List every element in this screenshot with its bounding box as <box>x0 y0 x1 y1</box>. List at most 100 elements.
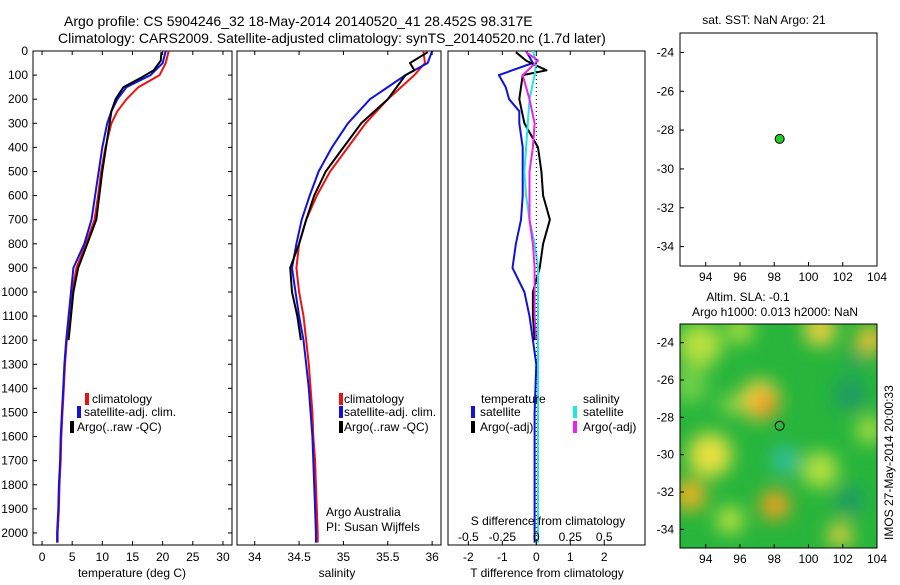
map-y-tick-label: -32 <box>657 485 675 499</box>
top-tick-label: -0.25 <box>489 530 517 544</box>
x-tick-label: 15 <box>126 550 140 564</box>
series-line-satellite-adj-clim- <box>291 50 434 543</box>
map-x-tick-label: 96 <box>733 270 747 284</box>
legend-header-temperature: temperature <box>481 392 546 406</box>
map-y-tick-label: -26 <box>657 84 675 98</box>
temperature-axes <box>32 50 233 546</box>
series-line-argo-raw-qc- <box>67 52 163 341</box>
x-tick-label: 36 <box>425 550 439 564</box>
legend-swatch-t-argo <box>471 421 475 433</box>
depth-tick-label: 500 <box>8 164 28 178</box>
depth-tick-label: 100 <box>8 68 28 82</box>
map-y-tick-label: -32 <box>657 201 675 215</box>
map-x-tick-label: 100 <box>798 270 818 284</box>
map-x-tick-label: 94 <box>699 552 713 566</box>
s-difference-label: S difference from climatology <box>471 514 626 528</box>
difference-panel: -2 -1 0 1 2 -0.5 -0.25 0 0.25 0.5 temperature sal… <box>447 50 646 580</box>
legend-label-climatology: climatology <box>92 392 152 406</box>
depth-tick-label: 1800 <box>1 478 28 492</box>
legend-swatch-s-satellite <box>573 406 577 418</box>
map-x-tick-label: 98 <box>768 552 782 566</box>
legend-swatch-s-argo <box>573 421 577 433</box>
sla-map-title-2: Argo h1000: 0.013 h2000: NaN <box>692 305 858 319</box>
series-line-s-satellite <box>523 50 539 543</box>
sla-map-panel: Altim. SLA: -0.1 Argo h1000: 0.013 h2000… <box>657 290 896 566</box>
salinity-legend: climatology satellite-adj. clim. Argo(..… <box>339 392 436 434</box>
x-tick-label: 2 <box>601 550 608 564</box>
temperature-xlabel: temperature (deg C) <box>78 566 186 580</box>
legend-swatch-climatology <box>339 393 343 405</box>
depth-tick-label: 600 <box>8 189 28 203</box>
title-line-2: Climatology: CARS2009. Satellite-adjuste… <box>58 30 606 46</box>
x-tick-label: 30 <box>216 550 230 564</box>
top-tick-label: 0.5 <box>596 530 613 544</box>
x-tick-label: 10 <box>96 550 110 564</box>
map-x-tick-label: 104 <box>867 552 887 566</box>
imos-timestamp: IMOS 27-May-2014 20:00:33 <box>882 385 896 540</box>
legend-label-climatology: climatology <box>344 392 404 406</box>
salinity-panel: 34 34.5 35 35.5 36 salinity climatology sate… <box>236 50 442 580</box>
x-tick-label: 35 <box>337 550 351 564</box>
series-line-t-satellite <box>497 50 538 543</box>
difference-legend: temperature salinity satellite Argo(-adj… <box>471 392 636 434</box>
legend-label-argo: Argo(..raw -QC) <box>344 420 429 434</box>
map-x-tick-label: 96 <box>733 552 747 566</box>
depth-tick-label: 1200 <box>1 333 28 347</box>
sst-map-panel: sat. SST: NaN Argo: 21 94 96 98 100 102 104 -2… <box>657 13 888 284</box>
argo-position-marker <box>774 133 785 144</box>
legend-label-satellite: satellite-adj. clim. <box>84 405 176 419</box>
depth-tick-label: 700 <box>8 213 28 227</box>
depth-tick-label: 1900 <box>1 502 28 516</box>
temperature-panel: 0100200300400500600700800900100011001200… <box>1 44 645 580</box>
depth-tick-label: 1400 <box>1 381 28 395</box>
legend-swatch-argo <box>339 421 343 433</box>
map-y-tick-label: -34 <box>657 240 675 254</box>
legend-header-salinity: salinity <box>583 392 620 406</box>
legend-swatch-t-satellite <box>471 406 475 418</box>
map-y-tick-label: -28 <box>657 410 675 424</box>
x-tick-label: 34.5 <box>287 550 311 564</box>
map-y-tick-label: -28 <box>657 123 675 137</box>
legend-label-argo: Argo(..raw -QC) <box>77 420 162 434</box>
x-tick-label: 1 <box>567 550 574 564</box>
depth-tick-label: 200 <box>8 92 28 106</box>
depth-tick-label: 400 <box>8 140 28 154</box>
legend-swatch-argo <box>70 421 74 433</box>
map-x-tick-label: 94 <box>699 270 713 284</box>
depth-tick-label: 2000 <box>1 526 28 540</box>
map-y-tick-label: -30 <box>657 162 675 176</box>
x-tick-label: 0 <box>39 550 46 564</box>
top-tick-label: 0 <box>533 530 540 544</box>
top-tick-label: 0.25 <box>559 530 583 544</box>
map-y-tick-label: -24 <box>657 45 675 59</box>
depth-tick-label: 1700 <box>1 454 28 468</box>
map-y-tick-label: -34 <box>657 522 675 536</box>
depth-tick-label: 800 <box>8 237 28 251</box>
x-tick-label: 0 <box>533 550 540 564</box>
series-line-s-argo-adj- <box>521 51 539 341</box>
legend-label-s-argo: Argo(-adj) <box>583 420 636 434</box>
series-line-satellite-adj-clim- <box>56 50 167 543</box>
x-tick-label: -1 <box>497 550 508 564</box>
legend-swatch-satellite <box>77 406 81 418</box>
x-tick-label: 20 <box>156 550 170 564</box>
depth-tick-label: 1600 <box>1 430 28 444</box>
map-x-tick-label: 100 <box>798 552 818 566</box>
legend-label-satellite: satellite-adj. clim. <box>344 405 436 419</box>
x-tick-label: 25 <box>186 550 200 564</box>
map-y-tick-label: -24 <box>657 336 675 350</box>
salinity-xlabel: salinity <box>319 566 356 580</box>
title-line-1: Argo profile: CS 5904246_32 18-May-2014 … <box>64 13 533 29</box>
series-line-climatology <box>295 50 426 543</box>
map-y-tick-label: -30 <box>657 448 675 462</box>
x-tick-label: 35.5 <box>376 550 400 564</box>
salinity-axes <box>236 50 442 546</box>
depth-tick-label: 1100 <box>2 309 28 323</box>
x-tick-label: 34 <box>248 550 262 564</box>
legend-swatch-climatology <box>85 393 89 405</box>
depth-tick-label: 1300 <box>1 357 28 371</box>
sla-map-axes <box>679 323 878 549</box>
map-x-tick-label: 98 <box>768 270 782 284</box>
x-tick-label: 5 <box>69 550 76 564</box>
